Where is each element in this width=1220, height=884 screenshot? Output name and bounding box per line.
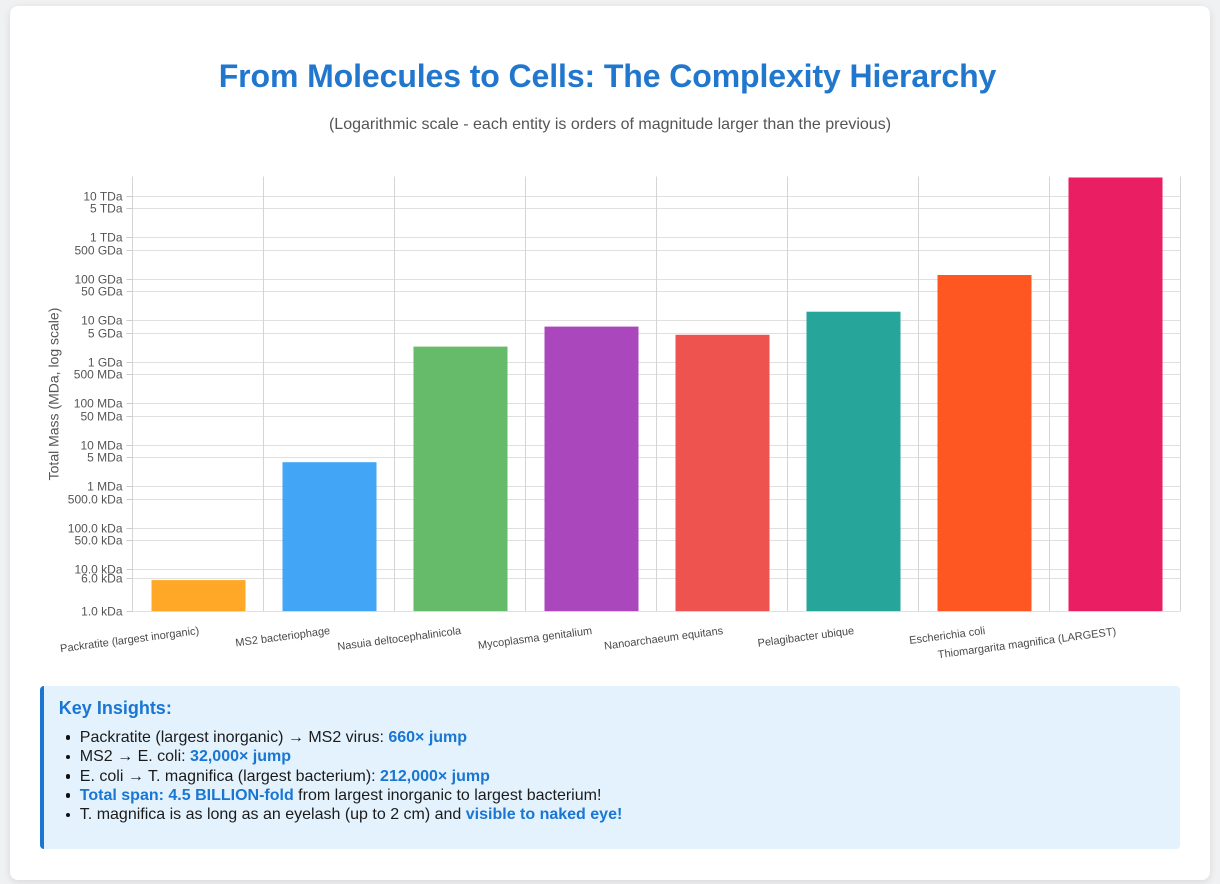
svg-text:10.0 kDa: 10.0 kDa bbox=[74, 563, 122, 577]
svg-text:MS2 bacteriophage: MS2 bacteriophage bbox=[235, 625, 331, 649]
svg-text:50 GDa: 50 GDa bbox=[81, 285, 123, 299]
svg-text:100 GDa: 100 GDa bbox=[74, 273, 122, 287]
svg-text:Mycoplasma genitalium: Mycoplasma genitalium bbox=[477, 625, 593, 652]
svg-text:6.0 kDa: 6.0 kDa bbox=[81, 572, 123, 586]
svg-text:5 TDa: 5 TDa bbox=[90, 202, 123, 216]
svg-text:500 GDa: 500 GDa bbox=[74, 244, 122, 258]
svg-text:100 MDa: 100 MDa bbox=[74, 397, 123, 411]
svg-text:5 GDa: 5 GDa bbox=[88, 327, 123, 341]
svg-text:500 MDa: 500 MDa bbox=[74, 368, 123, 382]
svg-text:10 TDa: 10 TDa bbox=[83, 190, 122, 204]
svg-text:1 GDa: 1 GDa bbox=[88, 356, 123, 370]
svg-text:10 MDa: 10 MDa bbox=[80, 439, 122, 453]
svg-text:10 GDa: 10 GDa bbox=[81, 314, 123, 328]
svg-text:500.0 kDa: 500.0 kDa bbox=[68, 493, 123, 507]
svg-text:1 TDa: 1 TDa bbox=[90, 231, 123, 245]
svg-text:Nanoarchaeum equitans: Nanoarchaeum equitans bbox=[603, 625, 724, 653]
svg-text:50.0 kDa: 50.0 kDa bbox=[74, 534, 122, 548]
svg-text:5 MDa: 5 MDa bbox=[87, 451, 123, 465]
svg-text:100.0 kDa: 100.0 kDa bbox=[68, 522, 123, 536]
svg-text:1.0 kDa: 1.0 kDa bbox=[81, 605, 123, 619]
svg-text:Packratite (largest inorganic): Packratite (largest inorganic) bbox=[60, 625, 200, 655]
svg-text:Pelagibacter ubique: Pelagibacter ubique bbox=[757, 625, 855, 650]
svg-text:Total Mass (MDa, log scale): Total Mass (MDa, log scale) bbox=[46, 308, 62, 481]
svg-text:1 MDa: 1 MDa bbox=[87, 480, 123, 494]
svg-text:50 MDa: 50 MDa bbox=[80, 410, 122, 424]
svg-text:Nasuia deltocephalinicola: Nasuia deltocephalinicola bbox=[337, 625, 463, 653]
